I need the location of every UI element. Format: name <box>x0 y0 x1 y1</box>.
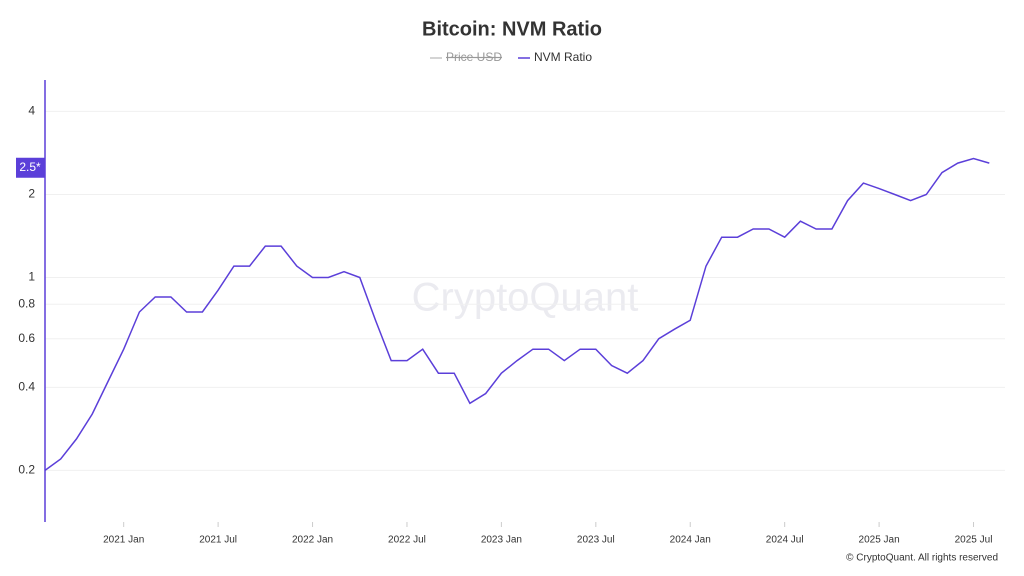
watermark: CryptoQuant <box>412 276 639 320</box>
x-tick-label: 2023 Jan <box>481 535 522 546</box>
x-tick-label: 2022 Jul <box>388 535 426 546</box>
x-tick-label: 2025 Jul <box>955 535 993 546</box>
y-tick-label: 0.4 <box>18 380 35 394</box>
y-tick-label: 2 <box>28 187 35 201</box>
y-tick-label: 0.2 <box>18 463 35 477</box>
y-tick-label: 0.6 <box>18 331 35 345</box>
x-tick-label: 2021 Jan <box>103 535 144 546</box>
x-tick-label: 2025 Jan <box>859 535 900 546</box>
y-tick-label: 4 <box>28 104 35 118</box>
legend-label[interactable]: Price USD <box>446 50 502 64</box>
y-tick-label: 1 <box>28 270 35 284</box>
x-tick-label: 2024 Jan <box>670 535 711 546</box>
x-tick-label: 2023 Jul <box>577 535 615 546</box>
x-tick-label: 2022 Jan <box>292 535 333 546</box>
line-series <box>44 157 990 472</box>
x-tick-label: 2021 Jul <box>199 535 237 546</box>
y-tick-label: 0.8 <box>18 296 35 310</box>
x-tick-label: 2024 Jul <box>766 535 804 546</box>
legend-label[interactable]: NVM Ratio <box>534 50 592 64</box>
footer: © CryptoQuant. All rights reserved <box>846 553 998 564</box>
current-value-label: 2.5* <box>19 160 41 174</box>
chart-title: Bitcoin: NVM Ratio <box>422 18 602 40</box>
current-value-tag <box>16 157 45 178</box>
